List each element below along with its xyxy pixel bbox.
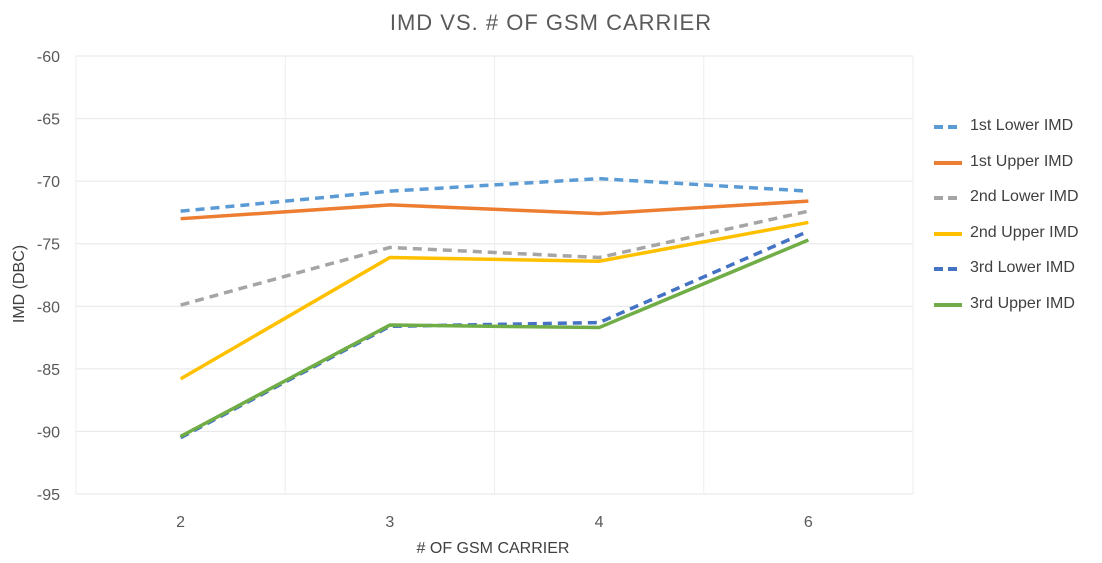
legend-label: 3rd Upper IMD — [970, 294, 1075, 312]
legend-swatch — [934, 160, 962, 165]
legend-swatch — [934, 125, 962, 129]
legend-swatch — [934, 267, 962, 271]
legend-item: 1st Lower IMD — [934, 113, 1102, 149]
legend-swatch — [934, 196, 962, 200]
chart-title: IMD VS. # OF GSM CARRIER — [389, 10, 713, 35]
legend-swatch — [934, 302, 962, 307]
y-tick-label: -80 — [37, 299, 60, 316]
y-tick-label: -65 — [37, 112, 60, 129]
series-line-3 — [180, 209, 809, 307]
y-tick-label: -90 — [37, 424, 60, 441]
legend-item: 3rd Lower IMD — [934, 255, 1102, 291]
x-tick-label: 6 — [804, 514, 813, 531]
legend: 1st Lower IMD 1st Upper IMD 2nd Lower IMD 2… — [934, 113, 1102, 326]
x-tick-label: 3 — [385, 514, 394, 531]
legend-item: 2nd Upper IMD — [934, 220, 1102, 256]
y-tick-label: -75 — [37, 237, 60, 254]
legend-item: 1st Upper IMD — [934, 149, 1102, 185]
legend-label: 3rd Lower IMD — [970, 259, 1075, 276]
series-line-5 — [179, 229, 810, 440]
legend-item: 2nd Lower IMD — [934, 184, 1102, 220]
legend-label: 1st Upper IMD — [970, 152, 1074, 170]
legend-swatch — [934, 231, 962, 236]
legend-label: 2nd Upper IMD — [970, 223, 1079, 241]
series-line-2 — [180, 199, 809, 221]
legend-item: 3rd Upper IMD — [934, 291, 1102, 327]
y-tick-label: -70 — [37, 174, 60, 191]
series-line-4 — [179, 220, 809, 381]
y-tick-label: -85 — [37, 362, 60, 379]
y-tick-label: -60 — [37, 49, 60, 66]
legend-label: 1st Lower IMD — [970, 117, 1074, 134]
legend-label: 2nd Lower IMD — [970, 188, 1079, 205]
x-axis-label: # OF GSM CARRIER — [416, 540, 570, 557]
x-tick-label: 2 — [176, 514, 185, 531]
y-tick-label: -95 — [37, 487, 60, 504]
x-tick-label: 4 — [595, 514, 604, 531]
series-line-6 — [179, 238, 810, 438]
series-line-1 — [180, 176, 809, 213]
